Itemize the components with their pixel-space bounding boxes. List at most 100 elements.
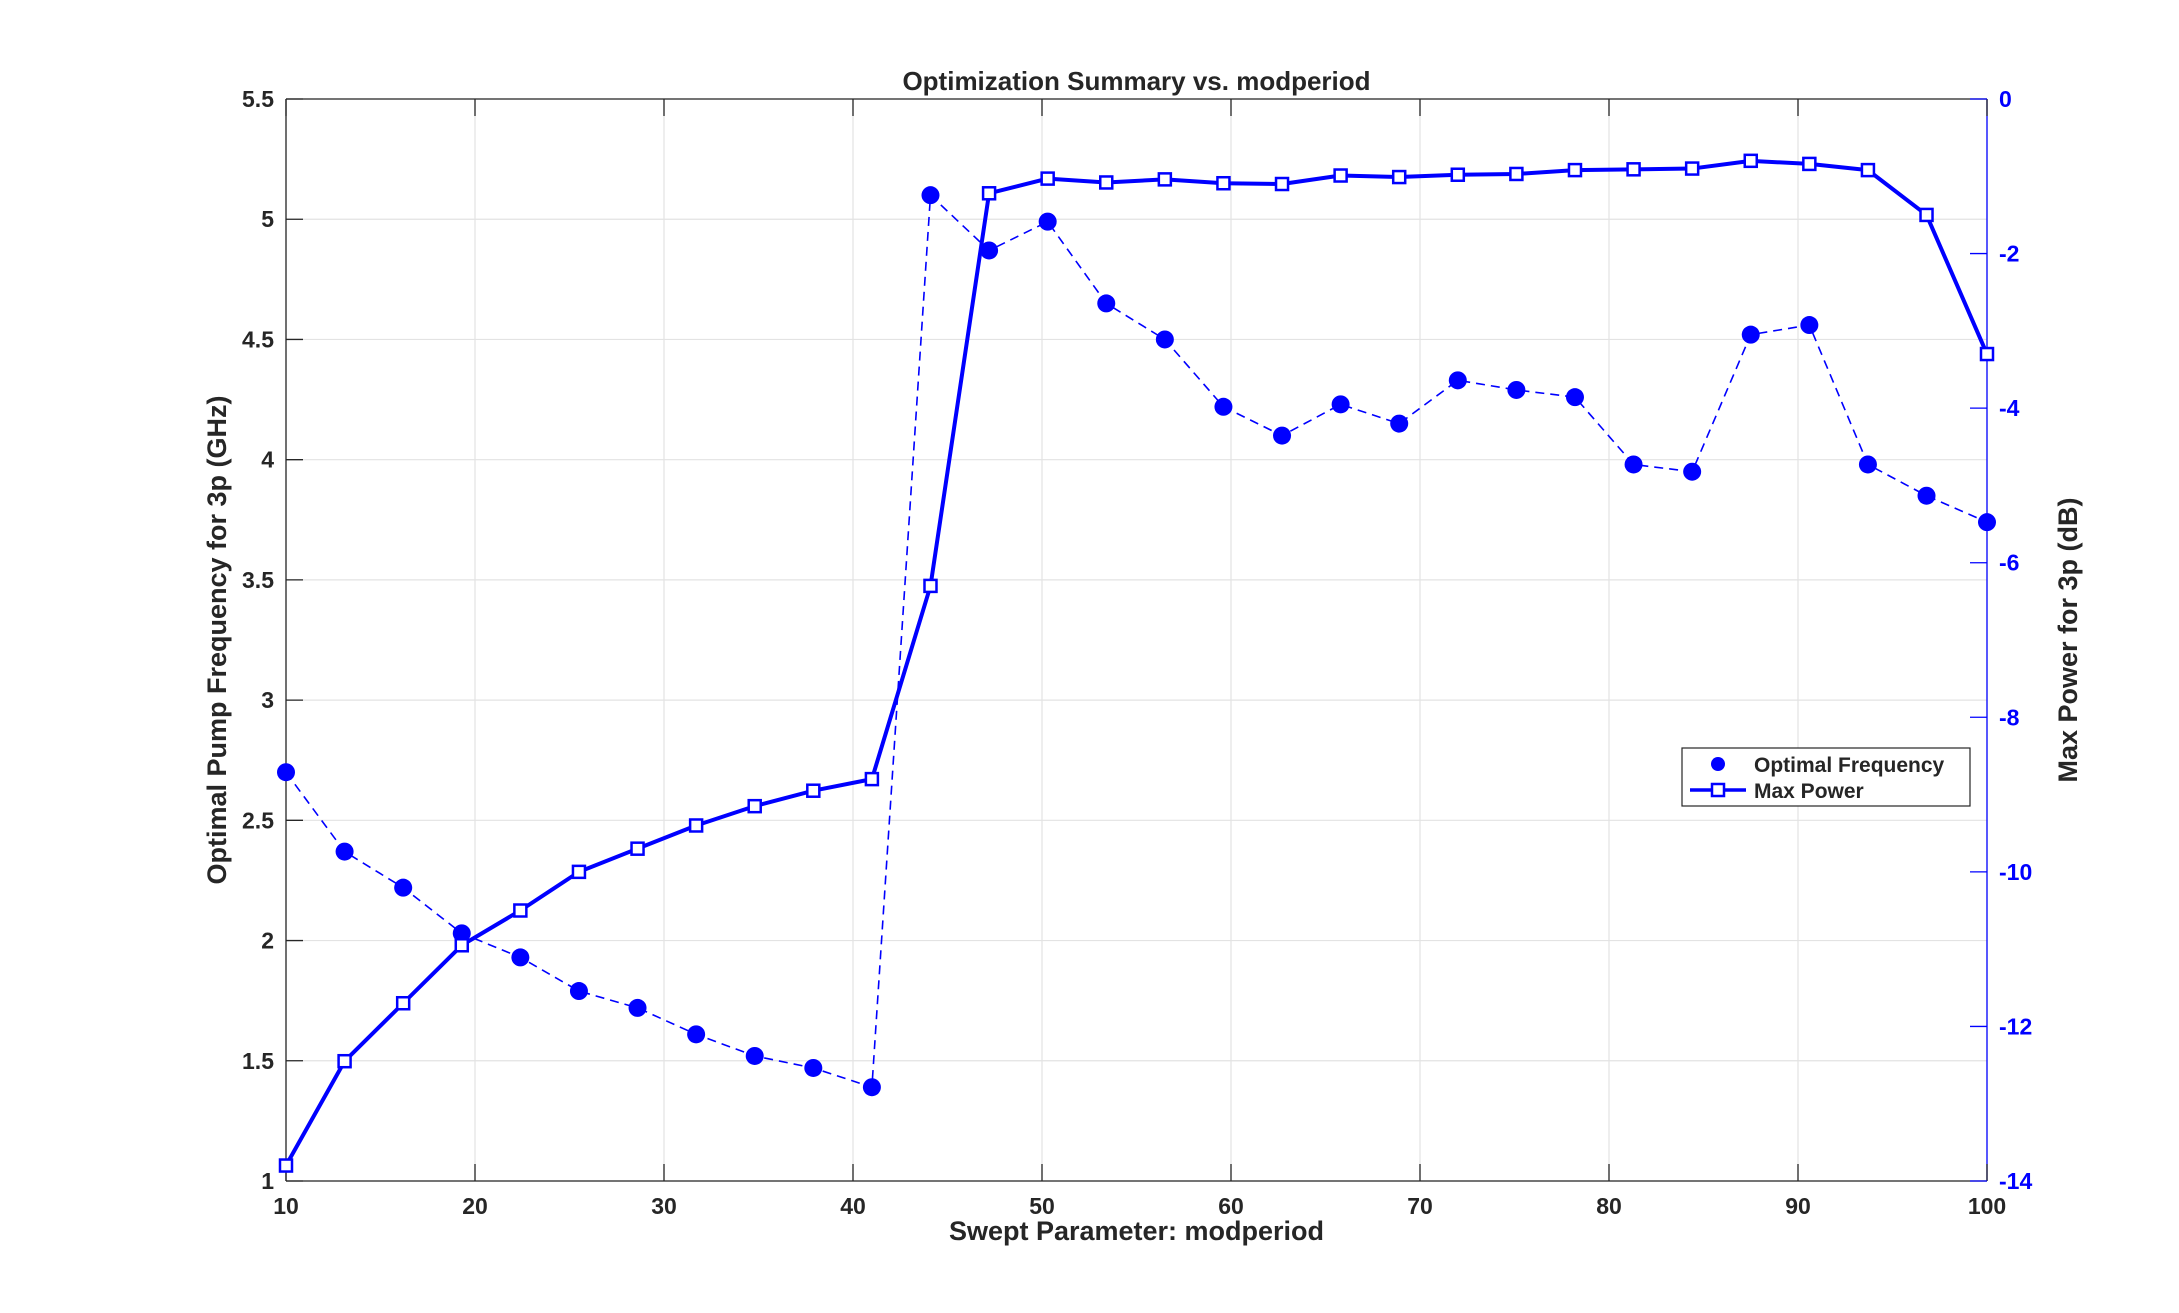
y-tick-label-left: 4 bbox=[261, 447, 274, 473]
optimal-frequency-point bbox=[1155, 330, 1174, 349]
max-power-point bbox=[1450, 167, 1466, 182]
optimal-frequency-point bbox=[1800, 316, 1819, 335]
optimal-frequency-point bbox=[1858, 455, 1877, 474]
y-tick-label-right: -6 bbox=[1999, 550, 2019, 576]
max-power-point bbox=[923, 578, 938, 594]
max-power-point bbox=[1860, 162, 1876, 178]
y-axis-label-left: Optimal Pump Frequency for 3p (GHz) bbox=[202, 395, 232, 884]
max-power-point bbox=[864, 771, 880, 787]
optimal-frequency-point bbox=[1214, 397, 1233, 416]
max-power-point bbox=[1040, 171, 1055, 186]
optimal-frequency-point bbox=[1565, 388, 1584, 407]
optimal-frequency-point bbox=[511, 948, 530, 967]
x-tick-label: 50 bbox=[1029, 1193, 1055, 1219]
y-tick-label-right: 0 bbox=[1999, 86, 2012, 112]
max-power-point bbox=[747, 798, 762, 814]
optimal-frequency-point bbox=[1507, 380, 1526, 399]
optimal-frequency-line bbox=[285, 193, 1988, 1089]
y-tick-label-right: -14 bbox=[1999, 1168, 2032, 1194]
y-tick-label-left: 4.5 bbox=[242, 326, 274, 352]
optimal-frequency-point bbox=[1331, 395, 1350, 414]
x-tick-label: 30 bbox=[651, 1193, 677, 1219]
max-power-point bbox=[513, 903, 528, 918]
axes-layer bbox=[285, 98, 1988, 1182]
max-power-point bbox=[1684, 161, 1700, 176]
y-tick-label-right: -8 bbox=[1999, 704, 2020, 730]
optimal-frequency-point bbox=[335, 842, 354, 861]
series-layer bbox=[277, 153, 1996, 1173]
optimal-frequency-point bbox=[921, 186, 940, 205]
optimal-frequency-point bbox=[628, 998, 647, 1017]
y-tick-label-left: 1.5 bbox=[242, 1048, 274, 1074]
optimal-frequency-point bbox=[745, 1046, 764, 1065]
legend-power-label: Max Power bbox=[1754, 780, 1864, 803]
y-tick-label-left: 2 bbox=[261, 928, 274, 954]
y-tick-label-right: -10 bbox=[1999, 859, 2032, 885]
y-tick-label-right: -12 bbox=[1999, 1013, 2032, 1039]
optimal-frequency-point bbox=[277, 763, 295, 782]
optimal-frequency-point bbox=[980, 241, 999, 260]
optimal-frequency-point bbox=[1917, 486, 1936, 505]
max-power-point bbox=[337, 1053, 352, 1069]
y-tick-label-left: 1 bbox=[261, 1168, 274, 1194]
max-power-point bbox=[1567, 162, 1583, 178]
y-tick-label-left: 3.5 bbox=[242, 567, 274, 593]
x-tick-label: 10 bbox=[273, 1193, 299, 1219]
max-power-point bbox=[688, 818, 704, 833]
max-power-point bbox=[1509, 166, 1524, 182]
y-tick-label-left: 5 bbox=[261, 206, 274, 232]
max-power-point bbox=[1333, 168, 1348, 183]
optimal-frequency-point bbox=[1448, 371, 1467, 390]
max-power-point bbox=[1391, 169, 1407, 185]
optimal-frequency-point bbox=[394, 878, 413, 897]
optimal-frequency-point bbox=[862, 1078, 881, 1097]
max-power-point bbox=[454, 938, 470, 953]
optimal-frequency-point bbox=[1624, 455, 1643, 474]
max-power-point bbox=[1802, 156, 1817, 172]
max-power-point bbox=[630, 841, 645, 856]
x-tick-label: 90 bbox=[1785, 1193, 1811, 1219]
max-power-point bbox=[1274, 176, 1290, 192]
optimal-frequency-point bbox=[1683, 462, 1702, 481]
max-power-point bbox=[1979, 346, 1995, 362]
ticks-layer: 10 20 30 40 50 60 70 80 90 100 1 1.5 2 2.5 3 3.5 4 4.5 5 5.… bbox=[242, 86, 2032, 1219]
x-tick-label: 100 bbox=[1968, 1193, 2006, 1219]
max-power-point bbox=[571, 864, 587, 880]
x-tick-label: 20 bbox=[462, 1193, 488, 1219]
y-tick-label-right: -2 bbox=[1999, 241, 2019, 267]
y-tick-label-right: -4 bbox=[1999, 395, 2020, 421]
chart-title: Optimization Summary vs. modperiod bbox=[902, 66, 1370, 96]
max-power-point bbox=[1157, 172, 1173, 187]
legend: Optimal Frequency Max Power bbox=[1681, 747, 1971, 807]
optimal-frequency-point bbox=[1390, 414, 1409, 433]
max-power-point bbox=[1216, 175, 1231, 191]
optimal-frequency-point bbox=[1741, 325, 1760, 344]
x-tick-label: 40 bbox=[840, 1193, 866, 1219]
legend-frequency-label: Optimal Frequency bbox=[1754, 754, 1945, 777]
x-tick-label: 80 bbox=[1596, 1193, 1622, 1219]
max-power-point bbox=[1743, 153, 1758, 169]
optimal-frequency-point bbox=[1978, 513, 1996, 532]
max-power-point bbox=[806, 783, 821, 798]
legend-power-marker-icon bbox=[1710, 782, 1726, 798]
y-tick-label-left: 5.5 bbox=[242, 86, 274, 112]
y-tick-label-left: 3 bbox=[261, 687, 274, 713]
x-tick-label: 60 bbox=[1218, 1193, 1244, 1219]
max-power-point bbox=[1099, 175, 1114, 190]
max-power-point bbox=[278, 1158, 294, 1173]
optimal-frequency-point bbox=[1273, 426, 1292, 445]
y-tick-label-left: 2.5 bbox=[242, 807, 274, 833]
optimal-frequency-point bbox=[1097, 294, 1116, 313]
legend-frequency-marker-icon bbox=[1711, 757, 1725, 771]
optimal-frequency-point bbox=[452, 924, 471, 943]
max-power-line bbox=[284, 158, 1989, 1167]
max-power-point bbox=[981, 186, 997, 201]
max-power-point bbox=[1626, 162, 1641, 177]
x-tick-label: 70 bbox=[1407, 1193, 1433, 1219]
optimal-frequency-point bbox=[804, 1058, 823, 1077]
y-axis-label-right: Max Power for 3p (dB) bbox=[2053, 497, 2083, 782]
optimal-frequency-point bbox=[687, 1025, 706, 1044]
